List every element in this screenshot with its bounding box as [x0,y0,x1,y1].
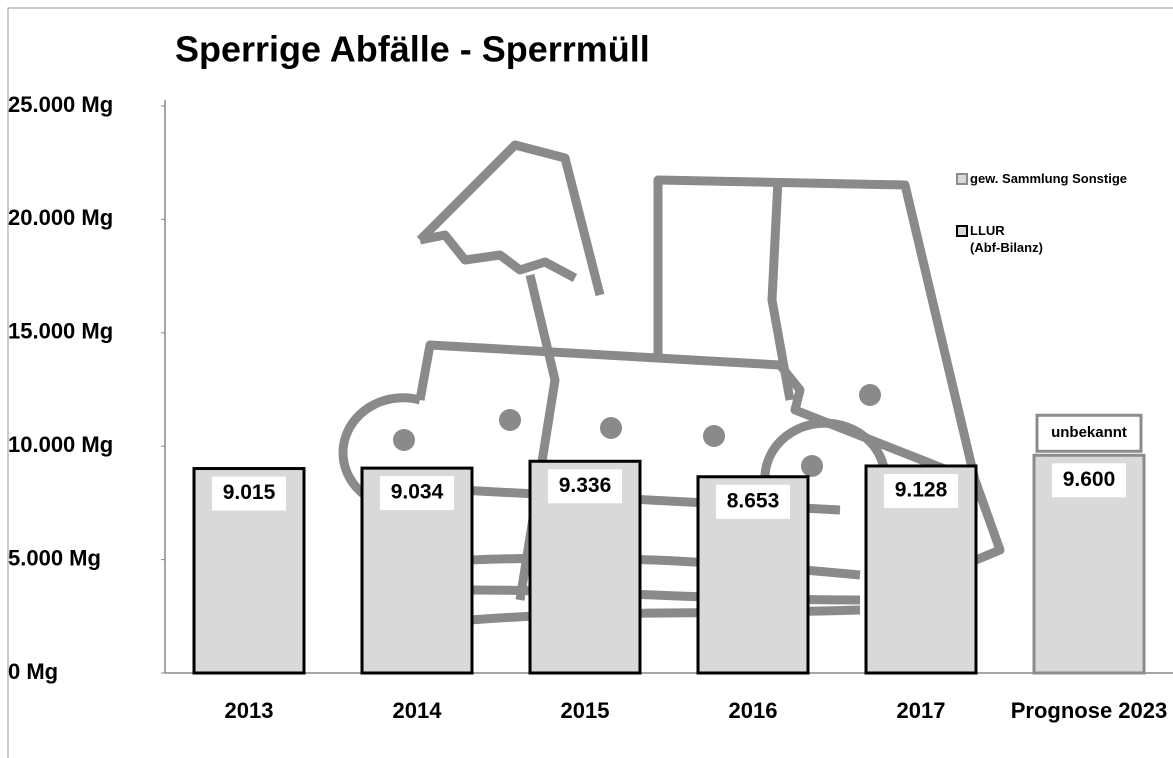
y-tick-label: 20.000 Mg [8,205,113,230]
y-tick-label: 0 Mg [8,659,58,684]
x-tick-label: 2015 [505,696,665,726]
y-tick-label: 15.000 Mg [8,319,113,344]
value-label: 9.600 [1063,468,1116,491]
x-tick-label: Prognose 2023 [1009,696,1169,726]
legend-swatch [956,173,968,185]
y-tick-label: 5.000 Mg [8,545,101,570]
y-tick-label: 10.000 Mg [8,432,113,457]
value-label: 9.128 [895,479,948,502]
legend-swatch [956,225,968,237]
chart-title: Sperrige Abfälle - Sperrmüll [175,29,650,70]
chart: Sperrige Abfälle - Sperrmüll 0 Mg 5.000 M… [0,0,1173,758]
value-label: 8.653 [727,489,780,512]
value-label: 9.015 [223,481,276,504]
legend-label: LLUR (Abf-Bilanz) [970,222,1043,256]
x-tick-label: 2014 [337,696,497,726]
x-tick-label: 2016 [673,696,833,726]
value-label: 9.336 [559,474,612,497]
chart-page: Sperrige Abfälle - Sperrmüll 0 Mg 5.000 M… [0,0,1173,758]
value-label: 9.034 [391,481,444,504]
x-tick-label: 2013 [169,696,329,726]
annotation: unbekannt [1051,424,1127,441]
x-tick-label: 2017 [841,696,1001,726]
y-tick-label: 25.000 Mg [8,92,113,117]
legend-label: gew. Sammlung Sonstige [970,170,1127,187]
